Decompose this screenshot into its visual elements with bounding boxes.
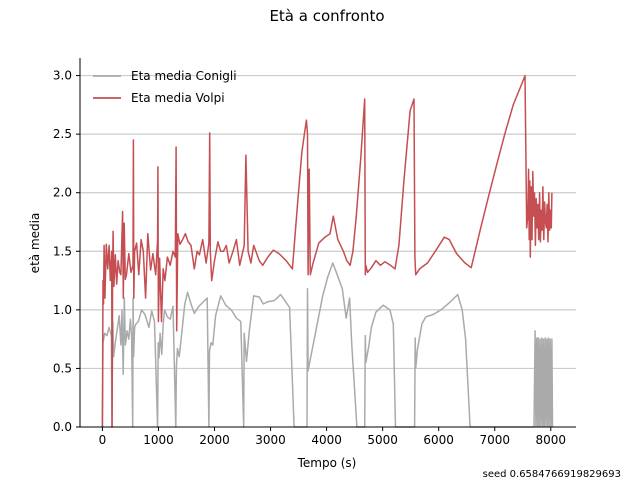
y-tick-label: 2.0 xyxy=(53,186,72,200)
y-tick-label: 0.0 xyxy=(53,420,72,434)
y-tick-label: 1.0 xyxy=(53,303,72,317)
y-axis-label: età media xyxy=(28,213,42,274)
x-tick-label: 4000 xyxy=(311,433,342,447)
x-axis-ticks: 0 1000 2000 3000 4000 5000 6000 7000 8000 xyxy=(99,427,566,447)
x-tick-label: 1000 xyxy=(143,433,174,447)
x-tick-label: 5000 xyxy=(367,433,398,447)
x-tick-label: 8000 xyxy=(536,433,567,447)
y-tick-label: 0.5 xyxy=(53,361,72,375)
x-tick-label: 0 xyxy=(99,433,107,447)
seed-label: seed 0.6584766919829693 xyxy=(483,469,621,480)
legend-label: Eta media Volpi xyxy=(131,91,225,105)
x-tick-label: 6000 xyxy=(423,433,454,447)
y-tick-label: 2.5 xyxy=(53,127,72,141)
x-tick-label: 7000 xyxy=(479,433,510,447)
axes xyxy=(79,58,576,428)
x-tick-label: 2000 xyxy=(199,433,230,447)
legend: Eta media Conigli Eta media Volpi xyxy=(93,69,237,105)
x-axis-label: Tempo (s) xyxy=(297,456,357,470)
chart-title: Età a confronto xyxy=(269,7,384,25)
x-tick-label: 3000 xyxy=(255,433,286,447)
y-tick-label: 1.5 xyxy=(53,244,72,258)
y-gridlines xyxy=(80,74,576,370)
series-line-volpi xyxy=(101,74,553,428)
y-tick-label: 3.0 xyxy=(53,69,72,83)
legend-label: Eta media Conigli xyxy=(131,69,237,83)
y-axis-ticks: 0.0 0.5 1.0 1.5 2.0 2.5 3.0 xyxy=(53,69,80,434)
